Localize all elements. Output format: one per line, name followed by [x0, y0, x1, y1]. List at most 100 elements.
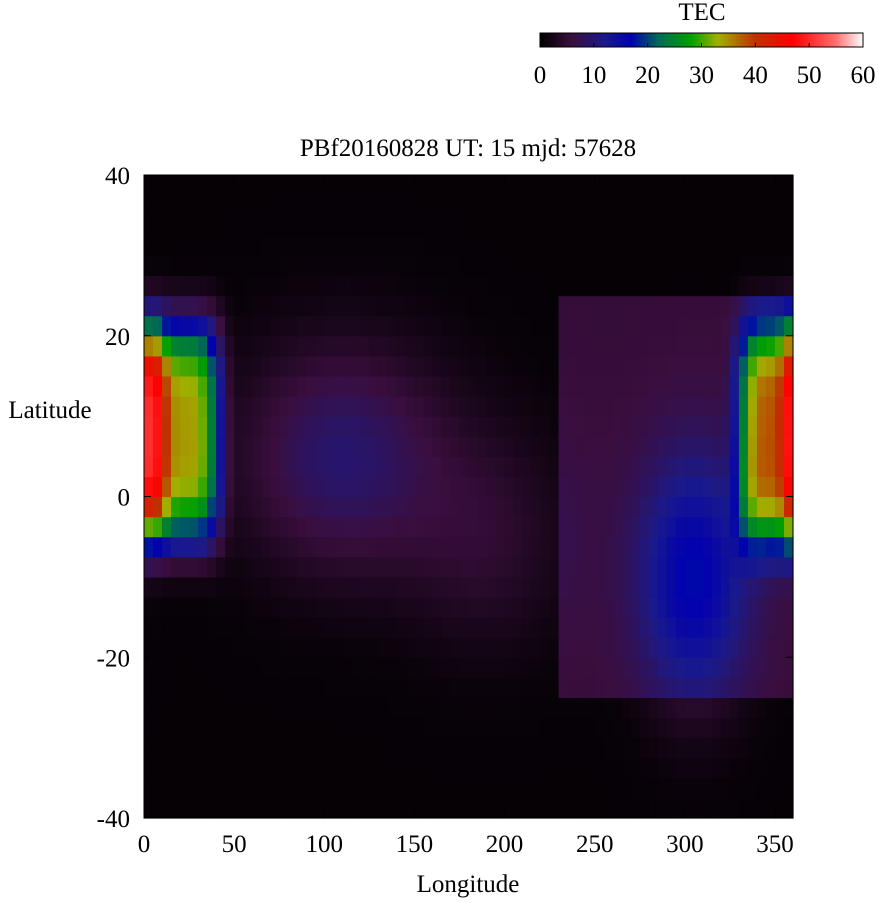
heatmap-cell [261, 195, 271, 216]
heatmap-cell [504, 175, 515, 196]
heatmap-cell [567, 275, 578, 297]
heatmap-cell [441, 536, 452, 558]
heatmap-cell [387, 576, 397, 598]
heatmap-cell [450, 757, 461, 779]
heatmap-cell [414, 396, 425, 417]
heatmap-cell [450, 335, 461, 357]
heatmap-cell [567, 637, 578, 658]
heatmap-cell [513, 556, 524, 578]
heatmap-cell [189, 335, 199, 357]
heatmap-cell [342, 295, 352, 317]
heatmap-cell [486, 556, 497, 578]
heatmap-cell [774, 617, 785, 638]
heatmap-cell [549, 295, 560, 317]
heatmap-cell [405, 175, 416, 196]
heatmap-cell [765, 355, 776, 377]
heatmap-cell [414, 416, 425, 437]
heatmap-cell [504, 737, 515, 759]
colorbar-tick-label: 10 [581, 62, 606, 89]
heatmap-cell [252, 255, 262, 277]
heatmap-cell [729, 235, 740, 256]
heatmap-cell [666, 657, 677, 678]
heatmap-cell [351, 697, 361, 719]
heatmap-cell [450, 315, 461, 337]
heatmap-cell [171, 255, 181, 277]
heatmap-cell [198, 677, 208, 699]
heatmap-cell [315, 777, 325, 799]
heatmap-cell [684, 737, 695, 759]
heatmap-cell [648, 556, 659, 578]
heatmap-cell [513, 355, 524, 377]
heatmap-cell [477, 375, 488, 397]
heatmap-cell [279, 416, 289, 437]
heatmap-cell [594, 275, 605, 297]
heatmap-cell [603, 235, 614, 256]
heatmap-cell [594, 436, 605, 457]
heatmap-cell [243, 657, 253, 678]
heatmap-cell [405, 396, 416, 417]
heatmap-cell [153, 657, 163, 678]
heatmap-cell [657, 195, 668, 216]
heatmap-cell [189, 255, 199, 277]
heatmap-cell [225, 436, 235, 457]
heatmap-cell [477, 596, 488, 618]
heatmap-cell [594, 396, 605, 417]
heatmap-cell [252, 516, 262, 538]
heatmap-cell [576, 637, 587, 658]
heatmap-cell [153, 295, 163, 317]
heatmap-cell [702, 576, 713, 598]
heatmap-cell [234, 657, 244, 678]
heatmap-cell [324, 536, 334, 558]
heatmap-cell [522, 536, 533, 558]
heatmap-cell [342, 757, 352, 779]
heatmap-cell [351, 737, 361, 759]
heatmap-cell [711, 677, 722, 699]
heatmap-cell [513, 737, 524, 759]
heatmap-cell [288, 637, 298, 658]
heatmap-cell [414, 235, 425, 256]
heatmap-cell [567, 175, 578, 196]
heatmap-cell [243, 637, 253, 658]
heatmap-cell [684, 295, 695, 317]
heatmap-cell [621, 456, 632, 477]
heatmap-cell [756, 677, 767, 699]
heatmap-cell [441, 335, 452, 357]
heatmap-cell [324, 375, 334, 397]
heatmap-cell [153, 416, 163, 437]
heatmap-cell [450, 637, 461, 658]
heatmap-cell [783, 737, 794, 759]
heatmap-cell [432, 556, 443, 578]
heatmap-cell [234, 536, 244, 558]
heatmap-cell [558, 697, 569, 719]
heatmap-cell [720, 697, 731, 719]
heatmap-cell [261, 637, 271, 658]
heatmap-cell [576, 255, 587, 277]
heatmap-cell [567, 536, 578, 558]
y-tick-label: -40 [97, 806, 130, 833]
heatmap-cell [774, 757, 785, 779]
heatmap-cell [243, 596, 253, 618]
heatmap-cell [468, 777, 479, 799]
heatmap-cell [360, 375, 370, 397]
heatmap-cell [198, 576, 208, 598]
heatmap-cell [675, 175, 686, 196]
heatmap-cell [657, 255, 668, 277]
heatmap-cell [315, 255, 325, 277]
heatmap-cell [738, 576, 749, 598]
heatmap-cell [369, 617, 379, 638]
heatmap-cell [261, 496, 271, 518]
heatmap-cell [450, 375, 461, 397]
heatmap-cell [621, 717, 632, 739]
heatmap-cell [621, 375, 632, 397]
heatmap-cell [207, 275, 217, 297]
heatmap-cell [162, 496, 172, 518]
heatmap-cell [513, 195, 524, 216]
heatmap-cell [162, 396, 172, 417]
heatmap-cell [414, 596, 425, 618]
heatmap-cell [549, 677, 560, 699]
heatmap-cell [378, 536, 388, 558]
heatmap-cell [666, 456, 677, 477]
heatmap-cell [702, 215, 713, 236]
heatmap-cell [522, 717, 533, 739]
heatmap-cell [594, 496, 605, 518]
